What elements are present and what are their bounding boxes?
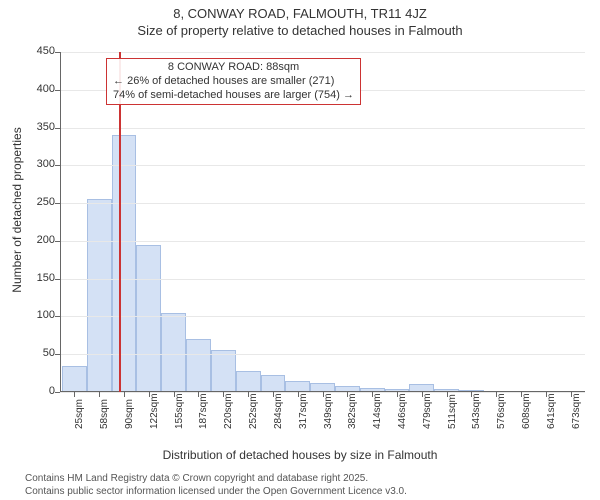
- x-tick-mark: [223, 392, 224, 397]
- histogram-bar: [236, 371, 261, 392]
- x-tick-mark: [124, 392, 125, 397]
- gridline: [60, 241, 585, 242]
- histogram-bar: [161, 313, 186, 392]
- y-tick-label: 300: [15, 158, 55, 170]
- y-axis-line: [60, 52, 61, 392]
- x-tick-mark: [347, 392, 348, 397]
- y-tick-label: 450: [15, 45, 55, 57]
- x-axis-line: [60, 391, 585, 392]
- gridline: [60, 165, 585, 166]
- gridline: [60, 128, 585, 129]
- x-tick-mark: [546, 392, 547, 397]
- gridline: [60, 203, 585, 204]
- y-tick-label: 100: [15, 309, 55, 321]
- title-line-1: 8, CONWAY ROAD, FALMOUTH, TR11 4JZ: [0, 6, 600, 23]
- x-tick-mark: [174, 392, 175, 397]
- callout-line-3: 74% of semi-detached houses are larger (…: [113, 89, 354, 103]
- x-tick-mark: [323, 392, 324, 397]
- y-tick-label: 250: [15, 196, 55, 208]
- callout-box: 8 CONWAY ROAD: 88sqm ← 26% of detached h…: [106, 58, 361, 105]
- x-axis-label: Distribution of detached houses by size …: [0, 448, 600, 462]
- x-tick-mark: [422, 392, 423, 397]
- plot-area: 050100150200250300350400450 25sqm58sqm90…: [60, 52, 585, 392]
- chart-title: 8, CONWAY ROAD, FALMOUTH, TR11 4JZ Size …: [0, 0, 600, 40]
- gridline: [60, 279, 585, 280]
- x-tick-mark: [74, 392, 75, 397]
- y-tick-label: 400: [15, 83, 55, 95]
- x-tick-mark: [273, 392, 274, 397]
- footer-line-2: Contains public sector information licen…: [25, 486, 407, 499]
- gridline: [60, 354, 585, 355]
- histogram-bar: [211, 350, 236, 392]
- x-tick-mark: [521, 392, 522, 397]
- attribution-footer: Contains HM Land Registry data © Crown c…: [25, 473, 407, 498]
- callout-line-1: 8 CONWAY ROAD: 88sqm: [113, 61, 354, 75]
- histogram-bar: [87, 199, 112, 392]
- y-tick-label: 0: [15, 385, 55, 397]
- x-tick-mark: [471, 392, 472, 397]
- x-tick-mark: [496, 392, 497, 397]
- histogram-bar: [261, 375, 286, 392]
- gridline: [60, 52, 585, 53]
- x-tick-mark: [397, 392, 398, 397]
- histogram-bar: [62, 366, 87, 392]
- callout-line-2: ← 26% of detached houses are smaller (27…: [113, 75, 354, 89]
- y-tick-label: 200: [15, 234, 55, 246]
- x-tick-mark: [372, 392, 373, 397]
- x-tick-mark: [248, 392, 249, 397]
- x-tick-mark: [571, 392, 572, 397]
- y-tick-label: 350: [15, 121, 55, 133]
- y-tick-label: 150: [15, 272, 55, 284]
- x-tick-mark: [447, 392, 448, 397]
- x-tick-mark: [298, 392, 299, 397]
- histogram-bar: [186, 339, 211, 392]
- footer-line-1: Contains HM Land Registry data © Crown c…: [25, 473, 407, 486]
- title-line-2: Size of property relative to detached ho…: [0, 23, 600, 40]
- x-tick-mark: [198, 392, 199, 397]
- x-tick-mark: [99, 392, 100, 397]
- gridline: [60, 316, 585, 317]
- y-tick-mark: [55, 392, 60, 393]
- x-tick-mark: [149, 392, 150, 397]
- y-tick-label: 50: [15, 347, 55, 359]
- histogram-bar: [136, 245, 161, 392]
